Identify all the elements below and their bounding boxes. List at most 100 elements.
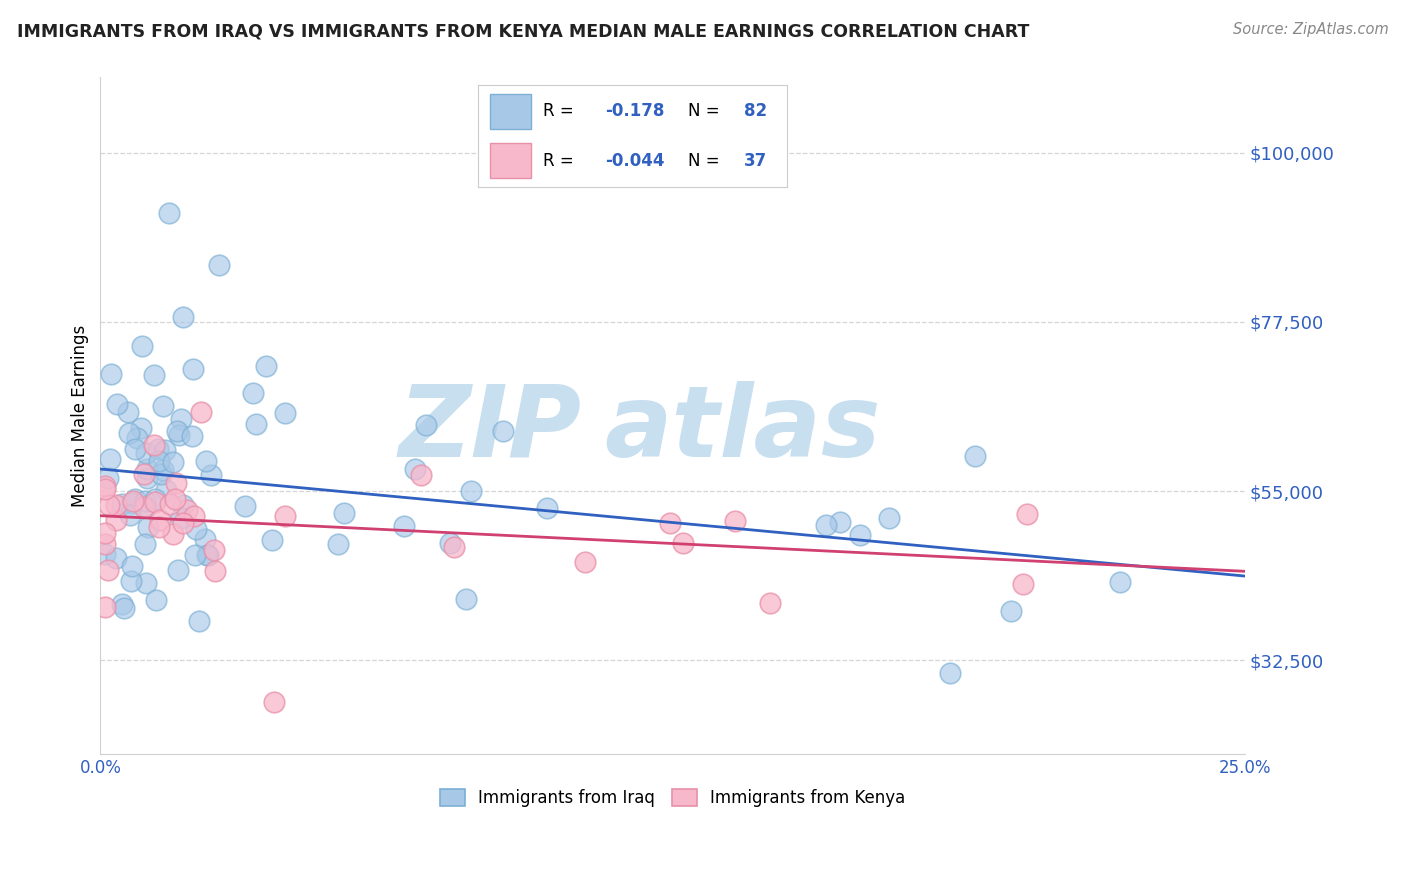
Point [134, 537, 156, 551]
Point [197, 548, 219, 562]
Point [443, 540, 465, 554]
Point [163, 491, 186, 506]
Point [245, 417, 267, 432]
Point [105, 397, 128, 411]
Point [152, 463, 174, 477]
Point [159, 497, 181, 511]
Point [155, 483, 177, 497]
Point [965, 450, 987, 464]
Point [122, 494, 145, 508]
Text: atlas: atlas [605, 381, 880, 478]
Point [111, 598, 134, 612]
Point [724, 514, 747, 528]
Point [143, 491, 166, 506]
Point [135, 500, 157, 515]
Point [134, 467, 156, 482]
Point [121, 559, 143, 574]
Point [172, 310, 194, 325]
Point [145, 495, 167, 509]
Point [439, 536, 461, 550]
Point [204, 564, 226, 578]
Point [149, 467, 172, 481]
Text: R =: R = [543, 103, 574, 120]
Text: ZIP: ZIP [398, 381, 581, 478]
Text: -0.044: -0.044 [605, 152, 665, 169]
Point [830, 515, 852, 529]
Point [263, 695, 285, 709]
Point [165, 476, 187, 491]
Point [136, 520, 159, 534]
Point [148, 454, 170, 468]
Point [274, 406, 297, 420]
Text: Source: ZipAtlas.com: Source: ZipAtlas.com [1233, 22, 1389, 37]
Point [121, 496, 143, 510]
Point [105, 551, 128, 566]
Point [208, 259, 231, 273]
Point [849, 528, 872, 542]
Point [162, 527, 184, 541]
Point [176, 502, 198, 516]
Point [574, 555, 596, 569]
Point [190, 405, 212, 419]
Text: 37: 37 [744, 152, 768, 169]
Point [162, 455, 184, 469]
Point [97, 471, 120, 485]
Legend: Immigrants from Iraq, Immigrants from Kenya: Immigrants from Iraq, Immigrants from Ke… [433, 782, 912, 814]
Point [233, 500, 256, 514]
Point [149, 513, 172, 527]
Point [181, 362, 204, 376]
Point [187, 614, 209, 628]
Point [254, 359, 277, 373]
Point [98, 498, 121, 512]
Point [536, 500, 558, 515]
Text: R =: R = [543, 152, 574, 169]
Point [195, 548, 218, 562]
Point [200, 468, 222, 483]
Point [94, 479, 117, 493]
Point [104, 513, 127, 527]
Text: IMMIGRANTS FROM IRAQ VS IMMIGRANTS FROM KENYA MEDIAN MALE EARNINGS CORRELATION C: IMMIGRANTS FROM IRAQ VS IMMIGRANTS FROM … [17, 22, 1029, 40]
Point [332, 506, 354, 520]
Point [1108, 574, 1130, 589]
Point [135, 461, 157, 475]
Point [392, 519, 415, 533]
Point [170, 411, 193, 425]
Point [134, 494, 156, 508]
Point [110, 497, 132, 511]
Text: N =: N = [689, 152, 720, 169]
Point [94, 547, 117, 561]
Point [120, 508, 142, 522]
Text: 82: 82 [744, 103, 768, 120]
Point [94, 537, 117, 551]
Y-axis label: Median Male Earnings: Median Male Earnings [72, 325, 89, 507]
FancyBboxPatch shape [491, 144, 530, 178]
FancyBboxPatch shape [491, 94, 530, 128]
Point [143, 368, 166, 382]
Point [260, 533, 283, 547]
Point [118, 425, 141, 440]
Point [180, 428, 202, 442]
Point [94, 482, 117, 496]
Point [194, 532, 217, 546]
Point [172, 516, 194, 530]
Point [131, 339, 153, 353]
Point [202, 543, 225, 558]
Point [155, 442, 177, 457]
Point [167, 428, 190, 442]
Point [184, 522, 207, 536]
Point [94, 599, 117, 614]
Point [183, 548, 205, 562]
Point [1000, 604, 1022, 618]
Point [148, 520, 170, 534]
Point [112, 600, 135, 615]
Point [135, 446, 157, 460]
Point [183, 509, 205, 524]
Point [166, 424, 188, 438]
Point [170, 511, 193, 525]
Point [454, 592, 477, 607]
Point [672, 536, 695, 550]
Point [759, 596, 782, 610]
Point [143, 438, 166, 452]
Point [1012, 577, 1035, 591]
Point [879, 511, 901, 525]
